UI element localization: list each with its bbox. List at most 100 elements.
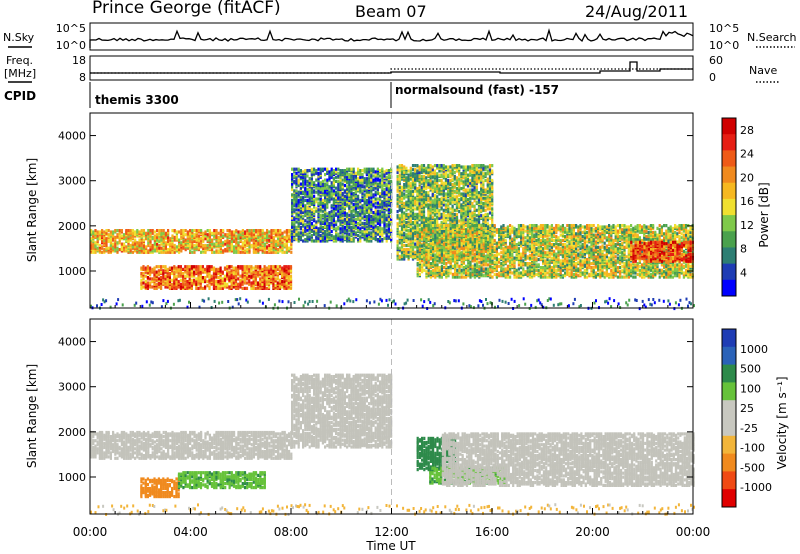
scatter-cell — [151, 231, 154, 235]
scatter-cell — [208, 276, 211, 280]
scatter-cell — [184, 282, 187, 286]
scatter-cell — [167, 229, 170, 233]
scatter-cell — [274, 239, 277, 243]
scatter-cell — [210, 274, 213, 278]
scatter-cell — [436, 195, 439, 199]
scatter-cell — [414, 250, 417, 254]
scatter-cell — [279, 249, 282, 253]
freq-line — [90, 61, 693, 74]
scatter-cell — [440, 173, 443, 177]
scatter-cell — [180, 248, 183, 252]
scatter-cell — [302, 215, 305, 219]
scatter-cell — [101, 229, 104, 233]
nsky-tick-top: 10^5 — [56, 22, 86, 35]
scatter-cell — [261, 249, 264, 253]
scatter-cell — [332, 197, 335, 201]
scatter-cell — [414, 168, 417, 172]
scatter-cell — [466, 197, 470, 202]
scatter-cell — [188, 277, 191, 281]
scatter-cell — [274, 233, 277, 237]
scatter-cell — [330, 181, 333, 185]
scatter-cell — [416, 169, 419, 173]
scatter-cell — [403, 243, 406, 248]
scatter-cell — [179, 267, 182, 271]
scatter-cell — [184, 285, 187, 289]
scatter-cell — [105, 231, 108, 235]
scatter-cell — [458, 210, 461, 214]
scatter-cell — [335, 190, 338, 194]
scatter-cell — [184, 238, 187, 242]
scatter-cell — [158, 249, 161, 253]
scatter-cell — [98, 243, 101, 248]
scatter-cell — [151, 249, 154, 253]
scatter-cell — [352, 236, 355, 240]
scatter-cell — [293, 216, 296, 220]
scatter-cell — [160, 276, 163, 280]
scatter-cell — [453, 195, 456, 199]
scatter-cell — [237, 230, 240, 234]
scatter-cell — [466, 165, 470, 169]
scatter-cell — [142, 285, 145, 289]
scatter-cell — [179, 265, 182, 269]
scatter-cell — [438, 208, 441, 212]
scatter-cell — [302, 239, 305, 243]
scatter-cell — [173, 238, 176, 242]
scatter-cell — [222, 249, 225, 253]
scatter-cell — [201, 276, 204, 280]
scatter-cell — [173, 280, 176, 284]
scatter-cell — [149, 229, 152, 233]
scatter-cell — [370, 231, 373, 235]
scatter-cell — [171, 271, 174, 276]
scatter-cell — [252, 246, 255, 250]
scatter-cell — [256, 265, 260, 269]
scatter-cell — [263, 231, 266, 235]
scatter-cell — [197, 269, 200, 273]
scatter-cell — [168, 276, 171, 280]
scatter-cell — [175, 282, 178, 286]
scatter-cell — [405, 200, 408, 204]
scatter-cell — [317, 208, 320, 212]
scatter-cell — [261, 267, 264, 271]
scatter-cell — [217, 235, 220, 239]
scatter-cell — [228, 285, 231, 289]
scatter-cell — [255, 229, 258, 233]
scatter-cell — [226, 238, 229, 242]
scatter-cell — [145, 245, 148, 249]
scatter-cell — [105, 229, 108, 233]
scatter-cell — [359, 169, 362, 173]
scatter-cell — [213, 250, 216, 254]
scatter-cell — [374, 197, 377, 201]
scatter-cell — [230, 265, 233, 269]
scatter-cell — [259, 265, 262, 269]
nave-label: Nave — [749, 64, 777, 77]
freq-panel-frame — [89, 55, 694, 81]
scatter-cell — [317, 171, 320, 175]
scatter-cell — [178, 230, 181, 234]
scatter-cell — [96, 242, 99, 246]
scatter-cell — [140, 246, 143, 250]
scatter-cell — [162, 269, 165, 273]
scatter-cell — [173, 276, 176, 280]
scatter-cell — [290, 245, 293, 249]
scatter-cell — [438, 223, 441, 227]
scatter-cell — [118, 231, 121, 235]
scatter-cell — [94, 250, 97, 254]
scatter-cell — [222, 234, 225, 238]
scatter-cell — [101, 239, 104, 243]
scatter-cell — [202, 243, 205, 248]
scatter-cell — [149, 281, 152, 285]
scatter-cell — [359, 205, 362, 209]
scatter-cell — [142, 265, 145, 269]
cpid-label: CPID — [4, 89, 36, 103]
scatter-cell — [447, 178, 450, 183]
scatter-cell — [153, 266, 156, 270]
scatter-cell — [431, 165, 434, 169]
scatter-cell — [125, 229, 128, 233]
scatter-cell — [372, 200, 375, 204]
scatter-cell — [407, 173, 410, 177]
scatter-cell — [396, 180, 399, 184]
scatter-cell — [195, 238, 198, 242]
scatter-cell — [167, 242, 170, 246]
scatter-cell — [317, 167, 320, 171]
